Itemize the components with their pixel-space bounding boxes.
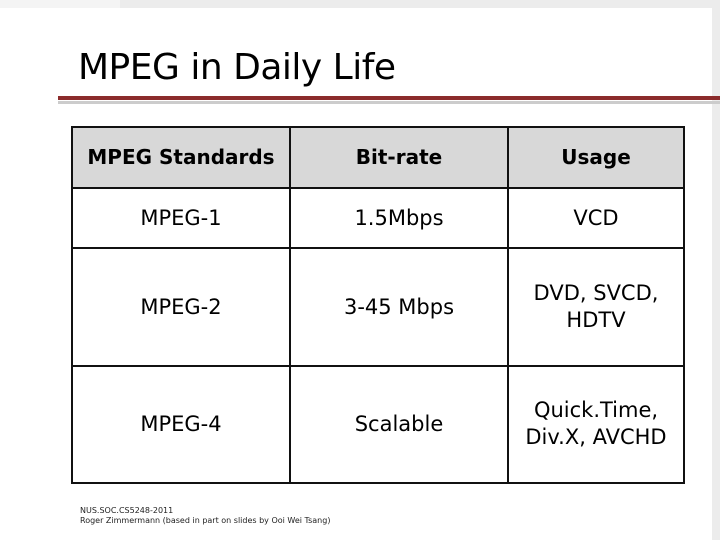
footer-credit: Roger Zimmermann (based in part on slide…	[80, 516, 331, 525]
header-usage: Usage	[507, 126, 685, 189]
cell-standard: MPEG-2	[71, 247, 291, 367]
footer-course-code: NUS.SOC.CS5248-2011	[80, 506, 174, 515]
slide-title: MPEG in Daily Life	[78, 47, 396, 88]
table-row: MPEG-4 Scalable Quick.Time, Div.X, AVCHD	[71, 364, 685, 485]
cell-bitrate: Scalable	[289, 364, 509, 485]
cell-bitrate: 1.5Mbps	[289, 186, 509, 250]
table-row: MPEG-1 1.5Mbps VCD	[71, 186, 685, 250]
cell-standard: MPEG-4	[71, 364, 291, 485]
mpeg-standards-table: MPEG Standards Bit-rate Usage MPEG-1 1.5…	[71, 126, 685, 485]
slide-frame-right	[712, 0, 720, 540]
cell-standard: MPEG-1	[71, 186, 291, 250]
slide-footer: NUS.SOC.CS5248-2011 Roger Zimmermann (ba…	[80, 506, 330, 526]
table-row: MPEG-2 3-45 Mbps DVD, SVCD, HDTV	[71, 247, 685, 367]
header-bitrate: Bit-rate	[289, 126, 509, 189]
cell-usage: Quick.Time, Div.X, AVCHD	[507, 364, 685, 485]
slide-frame-top	[0, 0, 720, 8]
cell-usage: DVD, SVCD, HDTV	[507, 247, 685, 367]
table-header-row: MPEG Standards Bit-rate Usage	[71, 126, 685, 189]
title-underline	[58, 96, 720, 100]
cell-usage: VCD	[507, 186, 685, 250]
cell-bitrate: 3-45 Mbps	[289, 247, 509, 367]
slide-frame-accent	[0, 0, 120, 8]
title-underline-shadow	[58, 101, 720, 104]
header-standards: MPEG Standards	[71, 126, 291, 189]
